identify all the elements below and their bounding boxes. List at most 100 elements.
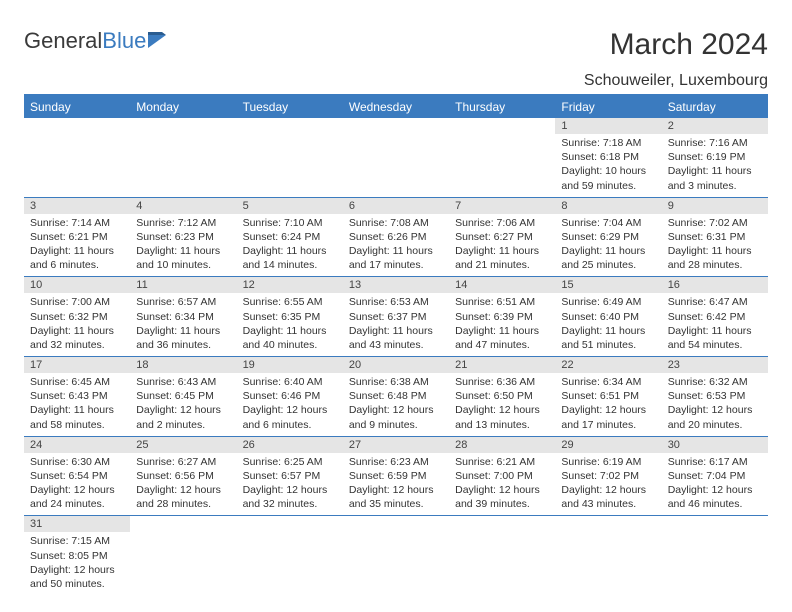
day-details: Sunrise: 7:08 AMSunset: 6:26 PMDaylight:… xyxy=(343,214,449,277)
calendar-day xyxy=(343,516,449,595)
day-number xyxy=(662,516,768,532)
col-tue: Tuesday xyxy=(237,96,343,118)
day-details: Sunrise: 6:43 AMSunset: 6:45 PMDaylight:… xyxy=(130,373,236,436)
day-details: Sunrise: 6:32 AMSunset: 6:53 PMDaylight:… xyxy=(662,373,768,436)
calendar-day xyxy=(662,516,768,595)
day-number xyxy=(24,118,130,134)
day-number: 27 xyxy=(343,437,449,453)
calendar-day: 26Sunrise: 6:25 AMSunset: 6:57 PMDayligh… xyxy=(237,436,343,516)
day-details: Sunrise: 6:30 AMSunset: 6:54 PMDaylight:… xyxy=(24,453,130,516)
day-number: 7 xyxy=(449,198,555,214)
day-details: Sunrise: 6:34 AMSunset: 6:51 PMDaylight:… xyxy=(555,373,661,436)
calendar-day: 7Sunrise: 7:06 AMSunset: 6:27 PMDaylight… xyxy=(449,197,555,277)
day-number: 16 xyxy=(662,277,768,293)
calendar-day: 19Sunrise: 6:40 AMSunset: 6:46 PMDayligh… xyxy=(237,357,343,437)
day-details xyxy=(449,134,555,140)
calendar-day: 14Sunrise: 6:51 AMSunset: 6:39 PMDayligh… xyxy=(449,277,555,357)
col-thu: Thursday xyxy=(449,96,555,118)
day-details: Sunrise: 7:16 AMSunset: 6:19 PMDaylight:… xyxy=(662,134,768,197)
day-number: 22 xyxy=(555,357,661,373)
day-number xyxy=(237,118,343,134)
day-details: Sunrise: 7:18 AMSunset: 6:18 PMDaylight:… xyxy=(555,134,661,197)
day-details: Sunrise: 6:21 AMSunset: 7:00 PMDaylight:… xyxy=(449,453,555,516)
calendar-day: 21Sunrise: 6:36 AMSunset: 6:50 PMDayligh… xyxy=(449,357,555,437)
day-number xyxy=(449,118,555,134)
day-details: Sunrise: 6:27 AMSunset: 6:56 PMDaylight:… xyxy=(130,453,236,516)
day-details: Sunrise: 7:02 AMSunset: 6:31 PMDaylight:… xyxy=(662,214,768,277)
day-details xyxy=(343,134,449,140)
calendar-day: 24Sunrise: 6:30 AMSunset: 6:54 PMDayligh… xyxy=(24,436,130,516)
calendar-day: 6Sunrise: 7:08 AMSunset: 6:26 PMDaylight… xyxy=(343,197,449,277)
calendar-week: 1Sunrise: 7:18 AMSunset: 6:18 PMDaylight… xyxy=(24,118,768,197)
col-sat: Saturday xyxy=(662,96,768,118)
calendar-week: 10Sunrise: 7:00 AMSunset: 6:32 PMDayligh… xyxy=(24,277,768,357)
calendar-day: 11Sunrise: 6:57 AMSunset: 6:34 PMDayligh… xyxy=(130,277,236,357)
calendar-day: 20Sunrise: 6:38 AMSunset: 6:48 PMDayligh… xyxy=(343,357,449,437)
logo: GeneralBlue xyxy=(24,28,170,54)
calendar-table: Sunday Monday Tuesday Wednesday Thursday… xyxy=(24,96,768,595)
calendar-day: 16Sunrise: 6:47 AMSunset: 6:42 PMDayligh… xyxy=(662,277,768,357)
day-details: Sunrise: 6:36 AMSunset: 6:50 PMDaylight:… xyxy=(449,373,555,436)
day-number: 1 xyxy=(555,118,661,134)
calendar-day: 3Sunrise: 7:14 AMSunset: 6:21 PMDaylight… xyxy=(24,197,130,277)
calendar-day xyxy=(130,118,236,197)
day-details xyxy=(237,134,343,140)
calendar-day xyxy=(449,516,555,595)
day-details xyxy=(662,532,768,538)
calendar-week: 24Sunrise: 6:30 AMSunset: 6:54 PMDayligh… xyxy=(24,436,768,516)
day-number: 4 xyxy=(130,198,236,214)
title-block: March 2024 xyxy=(610,28,768,64)
day-details: Sunrise: 7:12 AMSunset: 6:23 PMDaylight:… xyxy=(130,214,236,277)
calendar-day: 15Sunrise: 6:49 AMSunset: 6:40 PMDayligh… xyxy=(555,277,661,357)
day-details xyxy=(555,532,661,538)
calendar-page: GeneralBlue March 2024 Schouweiler, Luxe… xyxy=(0,0,792,595)
day-number: 29 xyxy=(555,437,661,453)
day-details: Sunrise: 6:40 AMSunset: 6:46 PMDaylight:… xyxy=(237,373,343,436)
day-number xyxy=(130,118,236,134)
day-details xyxy=(130,532,236,538)
day-number: 26 xyxy=(237,437,343,453)
day-number: 13 xyxy=(343,277,449,293)
day-details: Sunrise: 6:19 AMSunset: 7:02 PMDaylight:… xyxy=(555,453,661,516)
calendar-day: 4Sunrise: 7:12 AMSunset: 6:23 PMDaylight… xyxy=(130,197,236,277)
day-details: Sunrise: 7:14 AMSunset: 6:21 PMDaylight:… xyxy=(24,214,130,277)
logo-flag-icon xyxy=(148,32,170,48)
calendar-day: 31Sunrise: 7:15 AMSunset: 8:05 PMDayligh… xyxy=(24,516,130,595)
day-number: 23 xyxy=(662,357,768,373)
month-title: March 2024 xyxy=(610,28,768,62)
calendar-day: 22Sunrise: 6:34 AMSunset: 6:51 PMDayligh… xyxy=(555,357,661,437)
day-number: 12 xyxy=(237,277,343,293)
day-details: Sunrise: 7:10 AMSunset: 6:24 PMDaylight:… xyxy=(237,214,343,277)
calendar-week: 31Sunrise: 7:15 AMSunset: 8:05 PMDayligh… xyxy=(24,516,768,595)
day-details xyxy=(130,134,236,140)
calendar-day xyxy=(449,118,555,197)
day-number: 11 xyxy=(130,277,236,293)
day-number xyxy=(130,516,236,532)
calendar-day xyxy=(237,516,343,595)
day-details: Sunrise: 7:06 AMSunset: 6:27 PMDaylight:… xyxy=(449,214,555,277)
day-number: 25 xyxy=(130,437,236,453)
calendar-day: 29Sunrise: 6:19 AMSunset: 7:02 PMDayligh… xyxy=(555,436,661,516)
day-details: Sunrise: 6:47 AMSunset: 6:42 PMDaylight:… xyxy=(662,293,768,356)
day-details xyxy=(24,134,130,140)
day-details: Sunrise: 7:00 AMSunset: 6:32 PMDaylight:… xyxy=(24,293,130,356)
day-details: Sunrise: 6:25 AMSunset: 6:57 PMDaylight:… xyxy=(237,453,343,516)
calendar-day: 28Sunrise: 6:21 AMSunset: 7:00 PMDayligh… xyxy=(449,436,555,516)
day-number: 17 xyxy=(24,357,130,373)
calendar-day xyxy=(343,118,449,197)
day-number: 31 xyxy=(24,516,130,532)
calendar-day: 8Sunrise: 7:04 AMSunset: 6:29 PMDaylight… xyxy=(555,197,661,277)
day-number xyxy=(449,516,555,532)
day-number: 24 xyxy=(24,437,130,453)
logo-text-2: Blue xyxy=(102,28,146,54)
day-number: 9 xyxy=(662,198,768,214)
col-fri: Friday xyxy=(555,96,661,118)
day-number: 8 xyxy=(555,198,661,214)
day-number: 18 xyxy=(130,357,236,373)
calendar-day: 5Sunrise: 7:10 AMSunset: 6:24 PMDaylight… xyxy=(237,197,343,277)
calendar-body: 1Sunrise: 7:18 AMSunset: 6:18 PMDaylight… xyxy=(24,118,768,595)
day-details: Sunrise: 6:17 AMSunset: 7:04 PMDaylight:… xyxy=(662,453,768,516)
day-number: 28 xyxy=(449,437,555,453)
day-details xyxy=(449,532,555,538)
day-details: Sunrise: 6:51 AMSunset: 6:39 PMDaylight:… xyxy=(449,293,555,356)
